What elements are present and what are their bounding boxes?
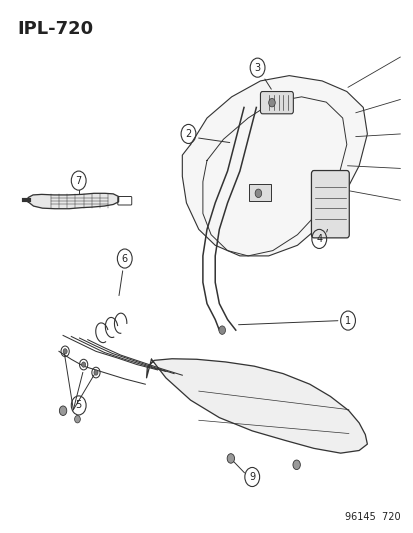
Text: 5: 5 bbox=[76, 400, 82, 410]
Text: 2: 2 bbox=[185, 129, 191, 139]
Circle shape bbox=[81, 362, 85, 367]
Text: IPL-720: IPL-720 bbox=[18, 20, 94, 38]
Text: 6: 6 bbox=[121, 254, 128, 263]
Circle shape bbox=[63, 349, 67, 354]
Circle shape bbox=[94, 370, 98, 375]
Circle shape bbox=[74, 416, 80, 423]
FancyBboxPatch shape bbox=[260, 92, 293, 114]
FancyBboxPatch shape bbox=[249, 184, 270, 201]
Circle shape bbox=[227, 454, 234, 463]
Text: 3: 3 bbox=[254, 63, 260, 72]
Polygon shape bbox=[182, 76, 366, 256]
Circle shape bbox=[292, 460, 299, 470]
Text: 1: 1 bbox=[344, 316, 350, 326]
Text: 96145  720: 96145 720 bbox=[344, 512, 399, 522]
Polygon shape bbox=[28, 193, 118, 209]
FancyBboxPatch shape bbox=[311, 171, 349, 238]
Circle shape bbox=[254, 189, 261, 198]
Circle shape bbox=[218, 326, 225, 334]
Circle shape bbox=[59, 406, 66, 416]
Text: 4: 4 bbox=[316, 234, 322, 244]
Polygon shape bbox=[146, 359, 366, 453]
Circle shape bbox=[268, 99, 275, 107]
Text: 9: 9 bbox=[249, 472, 255, 482]
Text: 7: 7 bbox=[76, 175, 82, 185]
